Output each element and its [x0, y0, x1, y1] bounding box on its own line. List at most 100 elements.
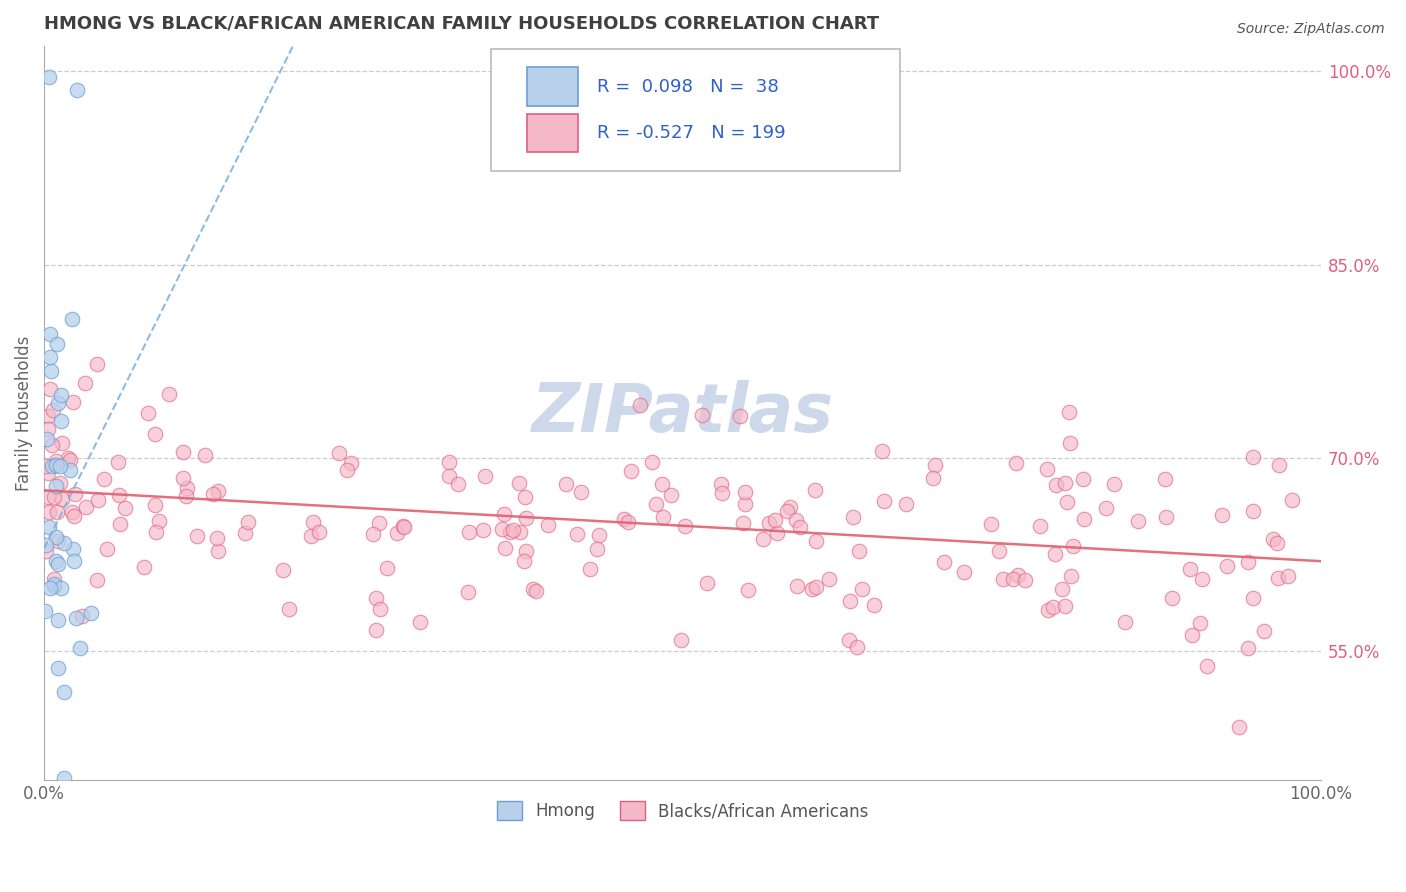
- Point: [922, 471, 945, 485]
- Point: [108, 517, 131, 532]
- Legend: Hmong, Blacks/African Americans: Hmong, Blacks/African Americans: [489, 795, 875, 827]
- Point: [63, 509, 86, 524]
- Point: [710, 486, 733, 500]
- Point: [1007, 568, 1029, 582]
- Point: [789, 520, 811, 534]
- Point: [48, 661, 70, 675]
- Point: [134, 559, 156, 574]
- Point: [63, 889, 86, 892]
- Point: [806, 533, 828, 548]
- Point: [1071, 472, 1094, 486]
- Point: [1268, 458, 1291, 472]
- Point: [1062, 539, 1084, 553]
- Point: [86, 357, 108, 371]
- Point: [63, 554, 86, 568]
- Point: [509, 524, 531, 539]
- Point: [75, 376, 97, 390]
- Point: [235, 526, 257, 541]
- Point: [39, 350, 62, 364]
- Point: [571, 485, 593, 500]
- Point: [148, 514, 170, 528]
- Point: [35, 537, 58, 551]
- Point: [1102, 477, 1125, 491]
- Point: [1054, 599, 1077, 613]
- Point: [46, 396, 69, 410]
- Point: [1253, 624, 1275, 639]
- Text: R = -0.527   N = 199: R = -0.527 N = 199: [598, 124, 786, 143]
- Point: [39, 326, 62, 341]
- Point: [651, 509, 673, 524]
- Point: [143, 427, 166, 442]
- Point: [60, 505, 83, 519]
- Point: [1267, 571, 1289, 585]
- Point: [35, 544, 58, 558]
- Point: [522, 582, 544, 596]
- Point: [65, 611, 87, 625]
- Point: [565, 527, 588, 541]
- Text: R =  0.098   N =  38: R = 0.098 N = 38: [598, 78, 779, 95]
- Point: [207, 484, 229, 499]
- Point: [114, 501, 136, 516]
- Point: [1191, 572, 1213, 586]
- Point: [37, 490, 59, 504]
- Point: [1042, 600, 1064, 615]
- Point: [988, 544, 1011, 558]
- Point: [392, 519, 415, 533]
- Point: [439, 455, 461, 469]
- Point: [51, 492, 73, 507]
- Point: [1043, 547, 1066, 561]
- Point: [1094, 500, 1116, 515]
- Point: [186, 529, 208, 543]
- Point: [458, 525, 481, 540]
- Point: [1059, 569, 1081, 583]
- Point: [62, 542, 84, 557]
- Point: [579, 562, 602, 576]
- Point: [72, 608, 94, 623]
- Point: [157, 387, 180, 401]
- Point: [873, 494, 896, 508]
- Point: [38, 505, 60, 519]
- Point: [1002, 572, 1025, 586]
- Point: [776, 504, 799, 518]
- Point: [932, 555, 955, 569]
- Point: [536, 518, 558, 533]
- Point: [804, 483, 827, 497]
- Point: [763, 513, 786, 527]
- Point: [737, 582, 759, 597]
- Point: [620, 464, 643, 478]
- Point: [513, 490, 536, 504]
- Point: [846, 640, 869, 654]
- Point: [370, 602, 392, 616]
- Point: [800, 582, 823, 596]
- Point: [1237, 640, 1260, 655]
- Point: [46, 505, 69, 519]
- Point: [1261, 533, 1284, 547]
- Point: [785, 513, 807, 527]
- FancyBboxPatch shape: [491, 49, 900, 170]
- Y-axis label: Family Households: Family Households: [15, 335, 32, 491]
- Point: [205, 532, 228, 546]
- Point: [779, 500, 801, 515]
- Point: [848, 544, 870, 558]
- Point: [1154, 510, 1177, 524]
- Point: [39, 382, 62, 396]
- Point: [1277, 569, 1299, 583]
- Point: [515, 510, 537, 524]
- Point: [59, 463, 82, 477]
- Point: [49, 413, 72, 427]
- Point: [45, 530, 67, 544]
- Point: [59, 453, 82, 467]
- Point: [1216, 558, 1239, 573]
- Point: [1114, 615, 1136, 629]
- Point: [52, 685, 75, 699]
- Point: [1227, 720, 1250, 734]
- Point: [172, 445, 194, 459]
- Point: [37, 409, 59, 423]
- Point: [512, 553, 534, 567]
- Point: [340, 456, 363, 470]
- Point: [851, 582, 873, 597]
- Point: [896, 497, 918, 511]
- Point: [308, 525, 330, 540]
- Point: [786, 579, 808, 593]
- Point: [37, 466, 59, 480]
